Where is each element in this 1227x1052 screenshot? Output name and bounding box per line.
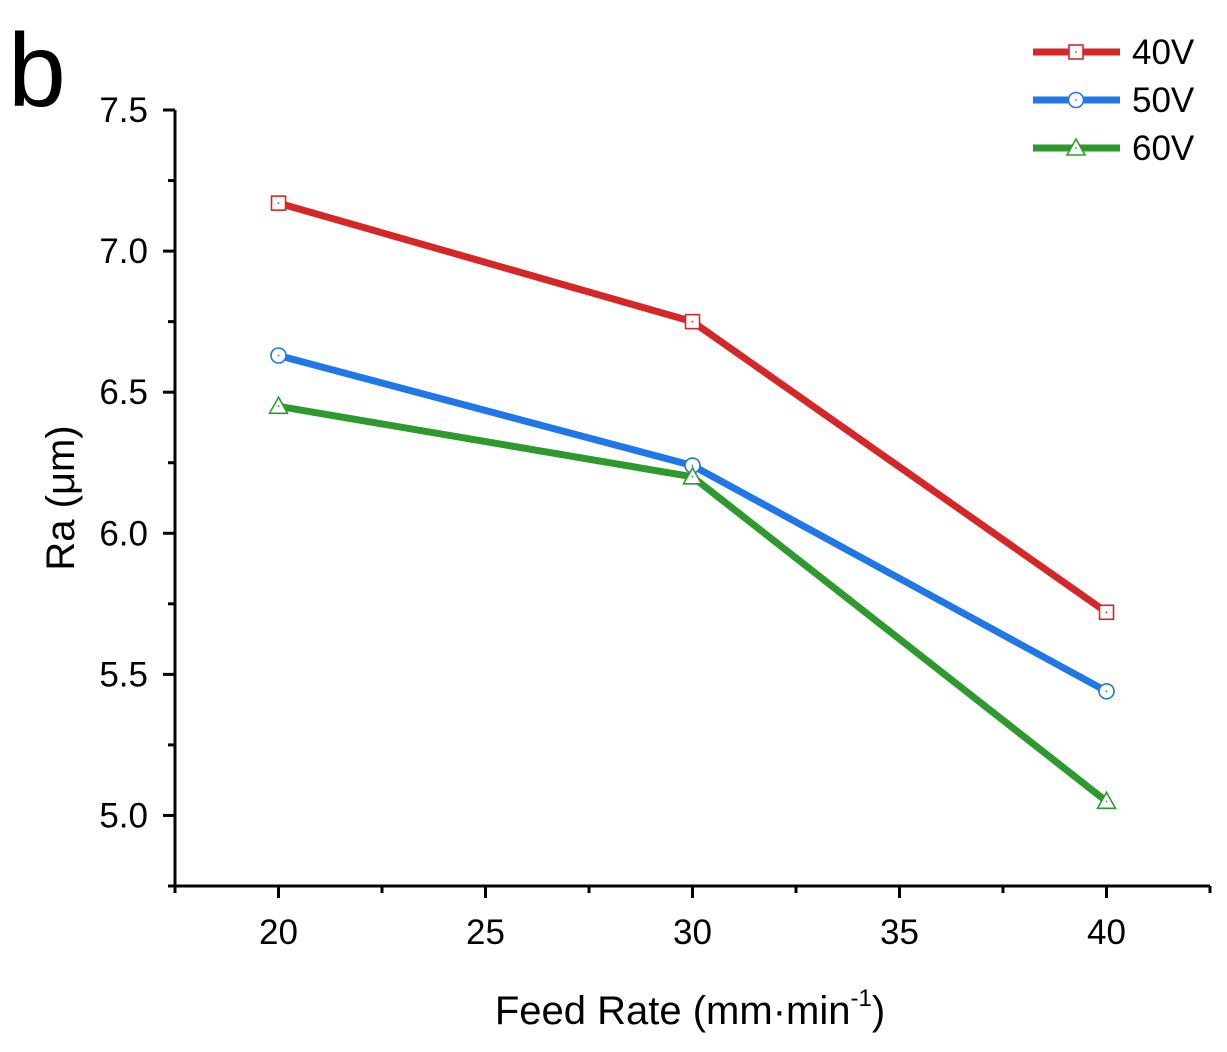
- series-line-40v: [277, 199, 1109, 616]
- y-tick-label: 7.0: [99, 232, 148, 271]
- series-50v: [270, 347, 1115, 700]
- legend-label-40v: 40V: [1132, 33, 1195, 72]
- y-tick-label: 7.5: [99, 91, 148, 130]
- data-point-50v-center-dot: [691, 464, 694, 467]
- data-point-60v-center-dot: [691, 475, 694, 478]
- data-point-60v: [1096, 790, 1117, 810]
- y-axis-label: Ra (μm): [39, 425, 83, 570]
- data-point-50v-center-dot: [277, 354, 280, 357]
- y-tick-label: 5.5: [99, 655, 148, 694]
- x-axis-label-main: Feed Rate (mm·min: [495, 989, 851, 1033]
- x-tick-label: 30: [673, 913, 712, 952]
- series-60v: [268, 395, 1117, 810]
- y-tick-label: 5.0: [99, 796, 148, 835]
- data-point-40v-center-dot: [277, 202, 280, 205]
- legend-marker-40v-center-dot: [1075, 51, 1077, 53]
- series-group: [268, 195, 1117, 810]
- data-point-60v: [268, 395, 289, 415]
- y-tick-label: 6.0: [99, 514, 148, 553]
- data-point-60v-center-dot: [1105, 800, 1108, 803]
- x-tick-label: 40: [1087, 913, 1126, 952]
- legend-label-60v: 60V: [1132, 129, 1195, 168]
- legend-marker-50v-center-dot: [1075, 99, 1077, 101]
- x-axis-label: Feed Rate (mm·min-1): [495, 985, 885, 1033]
- data-point-40v-center-dot: [691, 320, 694, 323]
- x-ticks: 20 25 30 35 40: [173, 886, 1212, 952]
- series-40v: [270, 195, 1115, 621]
- x-axis-label-superscript: -1: [850, 985, 871, 1012]
- axes: [173, 110, 1210, 888]
- data-point-50v-center-dot: [1105, 690, 1108, 693]
- legend-label-50v: 50V: [1132, 81, 1195, 120]
- x-axis-label-close: ): [872, 989, 885, 1033]
- x-tick-label: 25: [466, 913, 505, 952]
- panel-label: b: [8, 13, 66, 129]
- y-ticks: 5.0 5.5 6.0 6.5 7.0 7.5: [99, 91, 175, 888]
- y-tick-label: 6.5: [99, 373, 148, 412]
- legend-marker-60v: [1065, 137, 1087, 156]
- data-point-40v-center-dot: [1105, 611, 1108, 614]
- legend-marker-60v-center-dot: [1075, 147, 1077, 149]
- data-point-60v: [682, 466, 703, 485]
- x-tick-label: 20: [259, 913, 298, 952]
- x-tick-label: 35: [880, 913, 919, 952]
- legend: 40V 50V 60V: [1033, 33, 1195, 168]
- data-point-60v-center-dot: [277, 405, 280, 408]
